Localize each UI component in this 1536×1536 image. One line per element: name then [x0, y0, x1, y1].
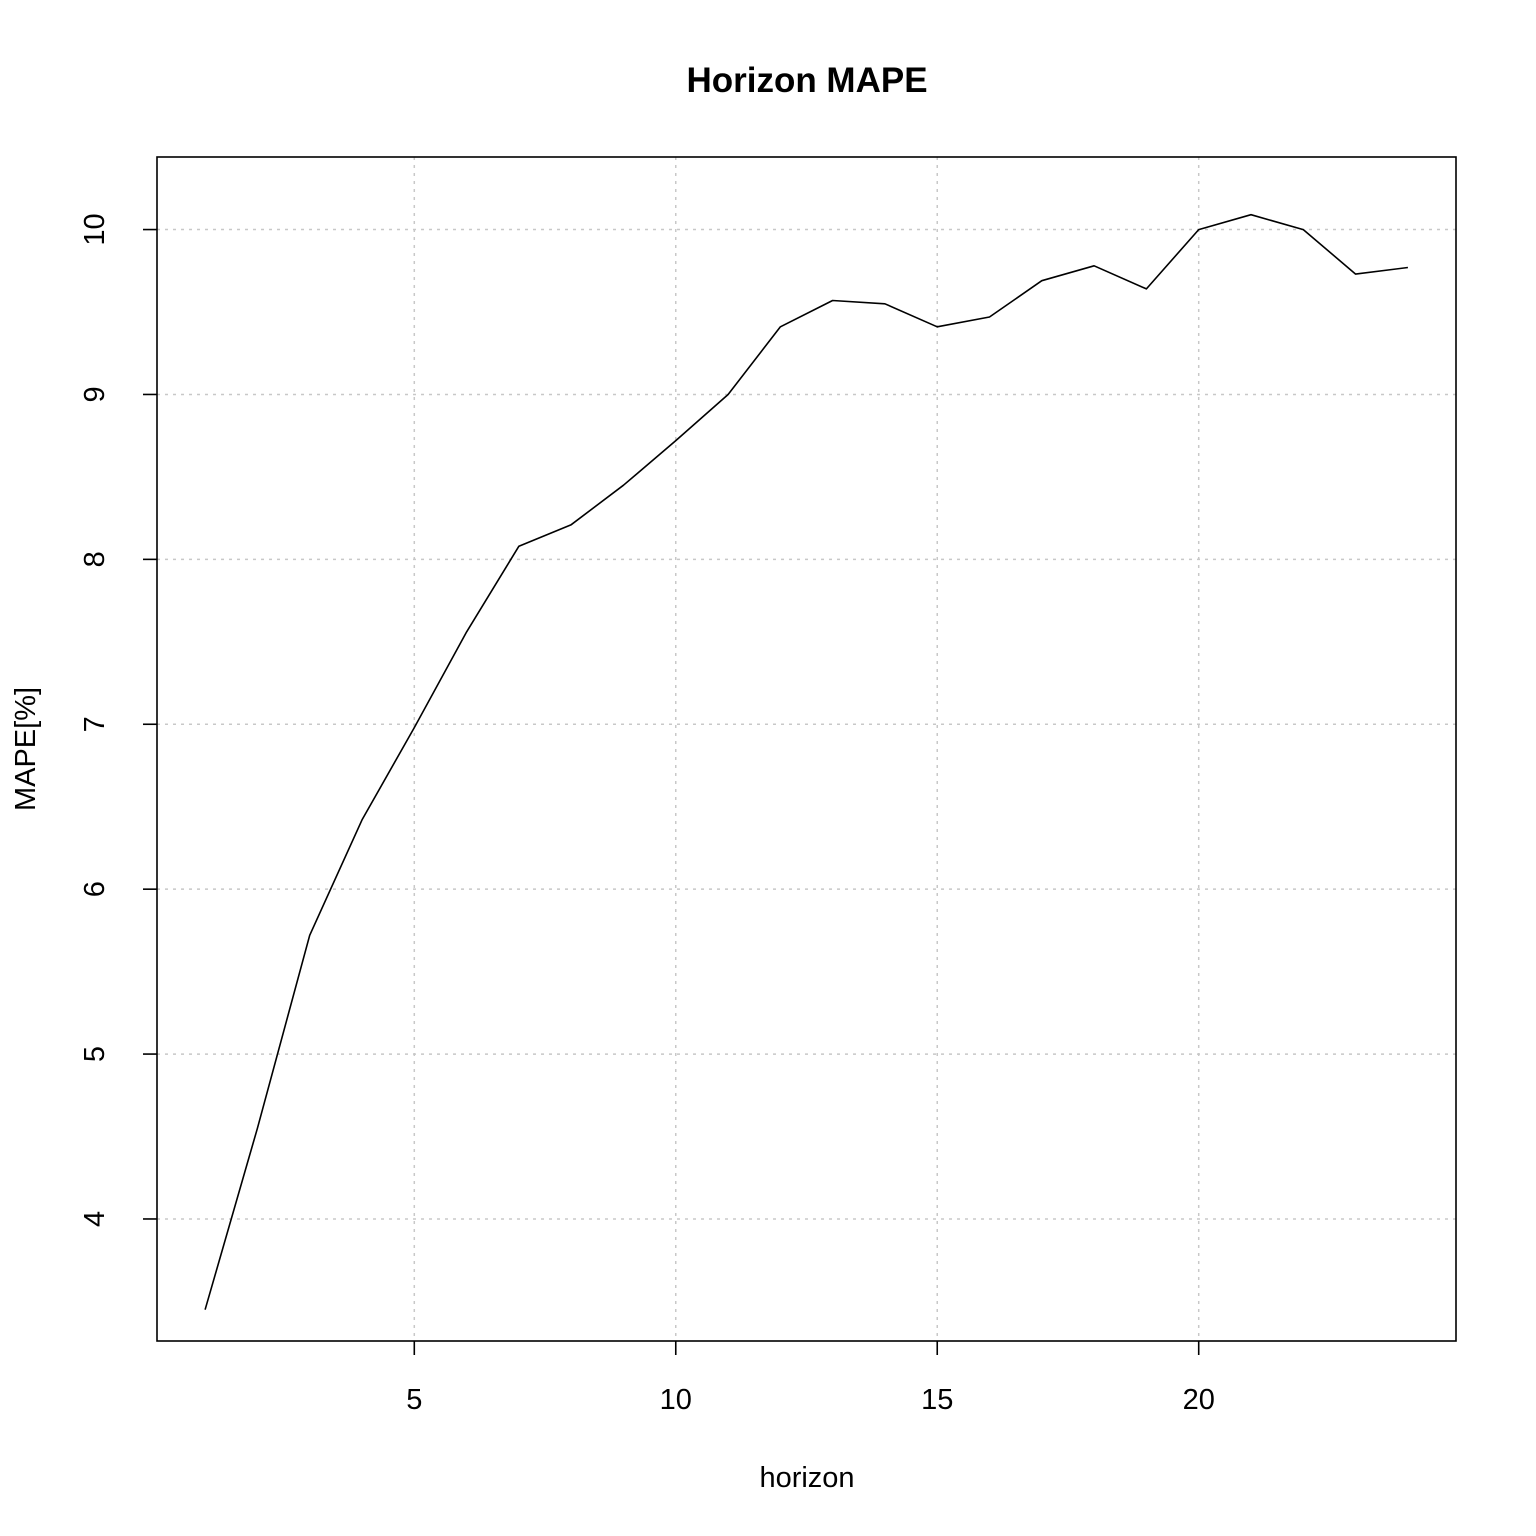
y-tick-label: 9 — [79, 386, 111, 402]
chart-title: Horizon MAPE — [686, 61, 927, 100]
grid-layer — [157, 157, 1456, 1341]
x-axis: 5 10 15 20 — [406, 1341, 1215, 1416]
x-tick-label: 5 — [406, 1384, 422, 1416]
plot-frame — [156, 156, 1457, 1342]
y-axis: 4 5 6 7 8 9 10 — [79, 213, 157, 1227]
series-line-0 — [204, 213, 1409, 1310]
y-tick-label: 4 — [79, 1211, 111, 1227]
x-axis-label: horizon — [759, 1462, 854, 1494]
x-tick-label: 15 — [921, 1384, 953, 1416]
y-axis-label: MAPE[%] — [10, 687, 42, 811]
y-tick-label: 8 — [79, 551, 111, 567]
x-tick-label: 10 — [660, 1384, 692, 1416]
series-layer — [204, 213, 1409, 1310]
y-tick-label: 6 — [79, 881, 111, 897]
x-tick-label: 20 — [1183, 1384, 1215, 1416]
y-tick-label: 7 — [79, 716, 111, 732]
y-tick-label: 5 — [79, 1046, 111, 1062]
y-tick-label: 10 — [79, 213, 111, 245]
